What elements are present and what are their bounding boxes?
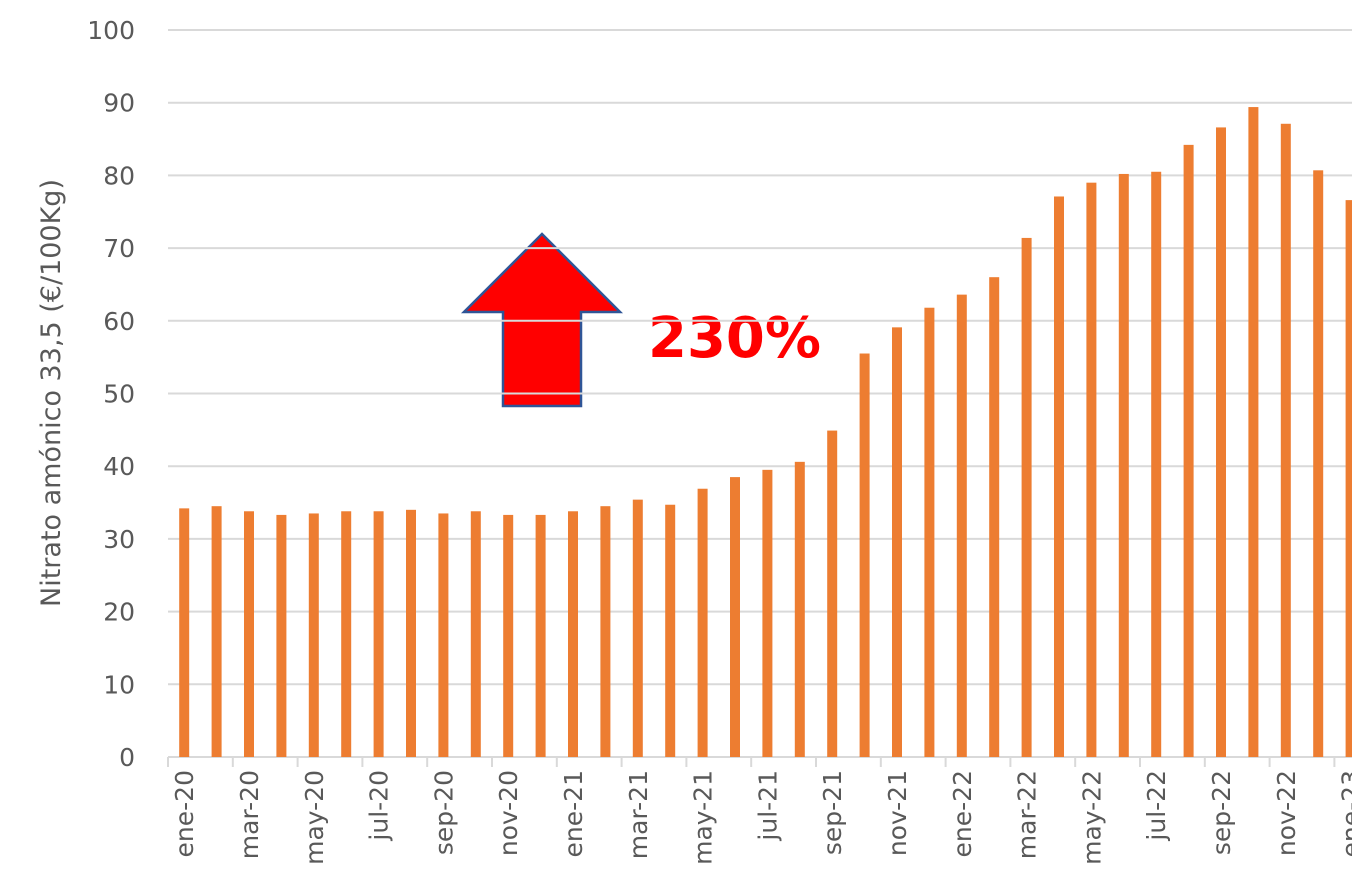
y-tick-label: 70 <box>103 234 135 263</box>
bar <box>1313 170 1324 757</box>
bar <box>730 477 740 757</box>
x-tick-label: nov-20 <box>494 770 523 856</box>
annotation: 230% <box>648 306 821 371</box>
bar <box>1248 107 1259 757</box>
bar <box>1151 171 1162 757</box>
x-tick-label: jul-20 <box>365 770 394 842</box>
x-tick-label: may-21 <box>689 770 718 865</box>
bar <box>924 307 935 757</box>
x-tick-label: sep-21 <box>818 770 847 855</box>
x-tick-label: nov-21 <box>883 770 912 856</box>
bar <box>470 511 481 757</box>
x-tick-label: sep-22 <box>1207 770 1236 855</box>
bar <box>989 277 1000 757</box>
y-tick-label: 80 <box>103 161 135 190</box>
bar <box>762 469 773 757</box>
x-tick-label: ene-21 <box>559 770 588 857</box>
bar <box>1021 237 1032 757</box>
y-tick-label: 60 <box>103 307 135 336</box>
x-tick-label: sep-20 <box>429 770 458 855</box>
bar <box>211 506 222 757</box>
x-tick-label: jul-21 <box>753 770 782 842</box>
bar <box>308 513 319 757</box>
bar <box>1086 182 1097 758</box>
bar <box>1054 196 1064 757</box>
bar <box>827 430 838 757</box>
bar <box>438 513 449 757</box>
y-tick-label: 50 <box>103 380 135 409</box>
bar <box>373 511 384 757</box>
x-tick-label: ene-20 <box>170 770 199 857</box>
y-tick-label: 0 <box>119 743 135 772</box>
bar <box>859 353 870 757</box>
x-tick-label: jul-22 <box>1142 770 1171 842</box>
x-tick-label: mar-22 <box>1013 770 1042 859</box>
bar <box>892 327 902 757</box>
x-tick-label: ene-22 <box>948 770 977 857</box>
x-tick-label: may-20 <box>300 770 329 865</box>
bar <box>1345 200 1352 758</box>
x-tick-label: nov-22 <box>1272 770 1301 856</box>
y-tick-label: 40 <box>103 452 135 481</box>
y-tick-label: 30 <box>103 525 135 554</box>
bar <box>244 511 254 757</box>
x-tick-label: mar-21 <box>624 770 653 859</box>
y-tick-label: 90 <box>103 89 135 118</box>
bar <box>697 488 708 757</box>
bar <box>665 504 676 757</box>
bar <box>1216 127 1226 758</box>
y-tick-label: 20 <box>103 598 135 627</box>
bar <box>406 509 416 757</box>
y-tick-label: 10 <box>103 670 135 699</box>
bar <box>341 511 352 757</box>
x-tick-label: may-22 <box>1077 770 1106 865</box>
bar <box>535 514 546 757</box>
bar <box>276 514 287 757</box>
bar <box>568 511 578 757</box>
bar <box>1280 123 1291 757</box>
x-tick-label: mar-20 <box>235 770 264 859</box>
y-axis-label: Nitrato amónico 33,5 (€/100Kg) <box>36 179 67 607</box>
bar <box>632 499 643 757</box>
bar <box>179 508 190 757</box>
y-tick-label: 100 <box>87 16 135 45</box>
bar <box>1183 144 1194 758</box>
bar <box>794 461 805 757</box>
bar <box>956 294 967 757</box>
bar <box>600 506 611 757</box>
bar <box>503 514 514 757</box>
x-tick-label: ene-23 <box>1337 770 1352 857</box>
bar <box>1118 173 1129 758</box>
